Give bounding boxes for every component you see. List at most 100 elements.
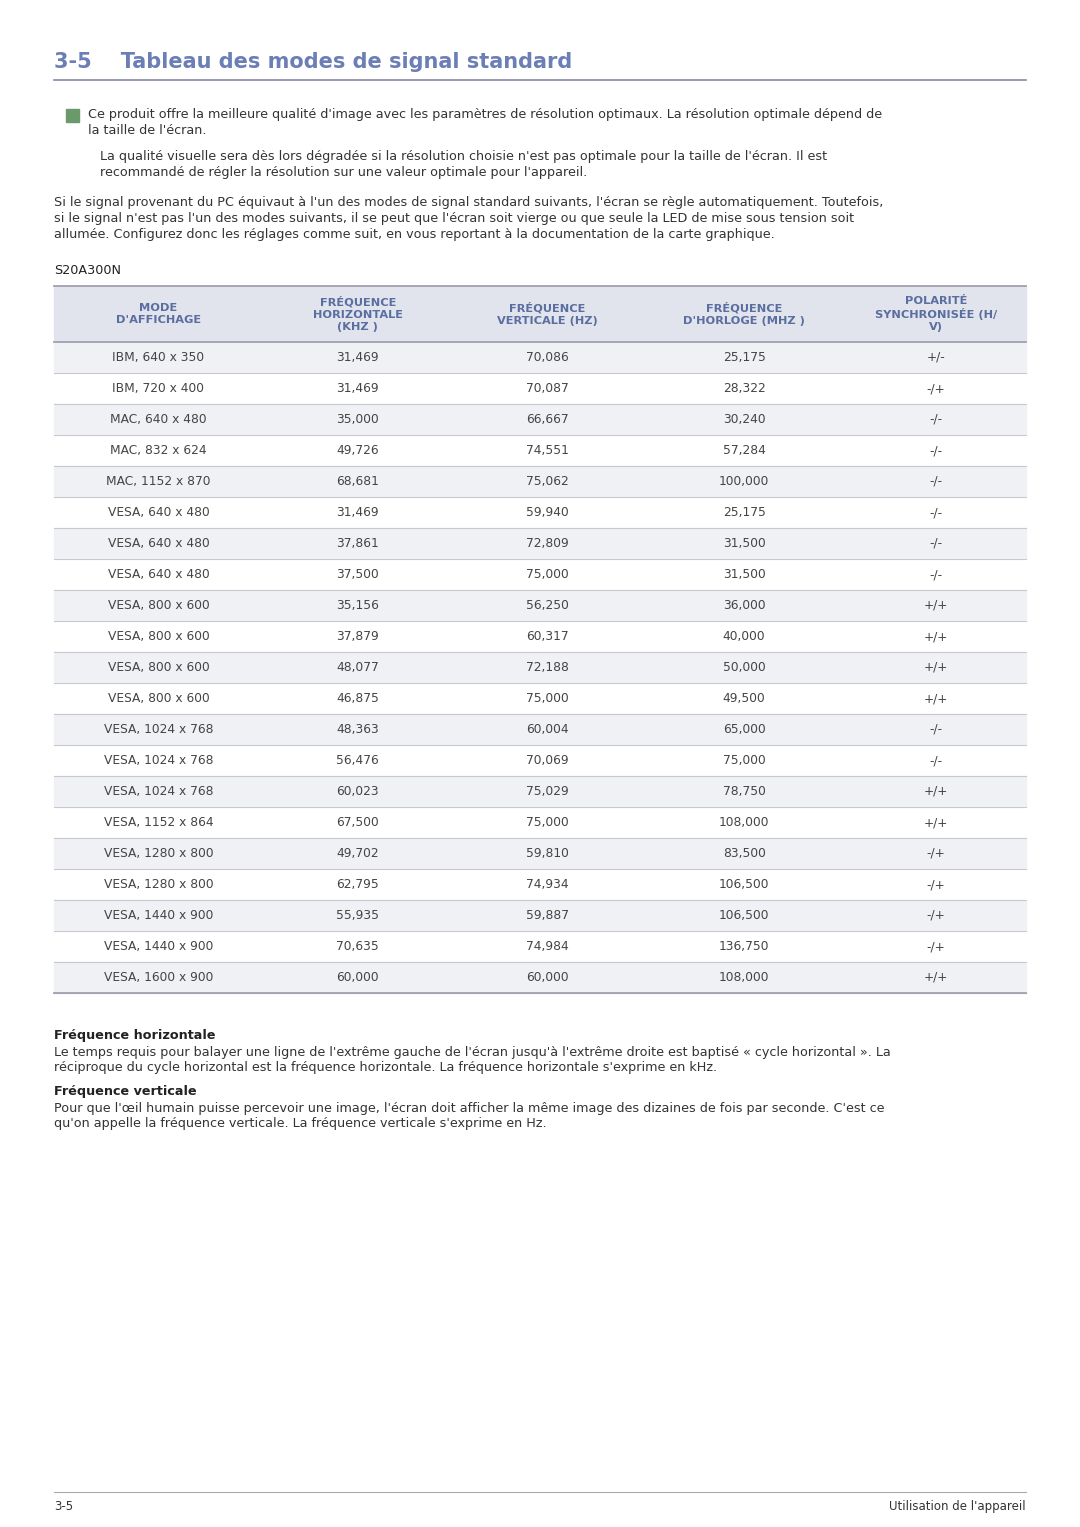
Text: 106,500: 106,500 [719, 909, 769, 922]
Text: +/+: +/+ [923, 971, 948, 983]
Text: 70,087: 70,087 [526, 382, 569, 395]
Text: 49,702: 49,702 [337, 847, 379, 860]
Text: 49,500: 49,500 [723, 692, 766, 705]
Text: 68,681: 68,681 [336, 475, 379, 489]
Text: 36,000: 36,000 [723, 599, 766, 612]
Text: la taille de l'écran.: la taille de l'écran. [87, 124, 206, 137]
Bar [54, 528, 1026, 559]
Text: -/+: -/+ [927, 847, 945, 860]
Text: -/+: -/+ [927, 878, 945, 890]
Text: 72,809: 72,809 [526, 538, 569, 550]
Text: 3-5: 3-5 [54, 1500, 73, 1513]
Bar [54, 621, 1026, 652]
Text: 56,250: 56,250 [526, 599, 569, 612]
Text: 66,667: 66,667 [526, 412, 568, 426]
Text: si le signal n'est pas l'un des modes suivants, il se peut que l'écran soit vier: si le signal n'est pas l'un des modes su… [54, 212, 854, 224]
Text: 46,875: 46,875 [336, 692, 379, 705]
Text: +/+: +/+ [923, 631, 948, 643]
Bar [54, 683, 1026, 715]
Text: 62,795: 62,795 [336, 878, 379, 890]
Text: 74,551: 74,551 [526, 444, 569, 457]
Text: VESA, 1440 x 900: VESA, 1440 x 900 [104, 909, 213, 922]
Text: IBM, 640 x 350: IBM, 640 x 350 [112, 351, 204, 363]
Text: MAC, 1152 x 870: MAC, 1152 x 870 [106, 475, 211, 489]
Text: 57,284: 57,284 [723, 444, 766, 457]
Text: +/+: +/+ [923, 661, 948, 673]
Bar [54, 838, 1026, 869]
Text: VESA, 1440 x 900: VESA, 1440 x 900 [104, 941, 213, 953]
Text: Utilisation de l'appareil: Utilisation de l'appareil [889, 1500, 1026, 1513]
Text: 65,000: 65,000 [723, 722, 766, 736]
Text: -/-: -/- [930, 475, 943, 489]
Text: -/-: -/- [930, 444, 943, 457]
Text: 48,077: 48,077 [336, 661, 379, 673]
Text: IBM, 720 x 400: IBM, 720 x 400 [112, 382, 204, 395]
Bar [54, 745, 1026, 776]
Bar [54, 559, 1026, 589]
Text: 56,476: 56,476 [336, 754, 379, 767]
Text: VESA, 800 x 600: VESA, 800 x 600 [108, 599, 210, 612]
Text: qu'on appelle la fréquence verticale. La fréquence verticale s'exprime en Hz.: qu'on appelle la fréquence verticale. La… [54, 1116, 546, 1130]
Text: réciproque du cycle horizontal est la fréquence horizontale. La fréquence horizo: réciproque du cycle horizontal est la fr… [54, 1061, 717, 1073]
Text: 49,726: 49,726 [337, 444, 379, 457]
Bar [54, 806, 1026, 838]
Text: 60,004: 60,004 [526, 722, 568, 736]
Text: Ce produit offre la meilleure qualité d'image avec les paramètres de résolution : Ce produit offre la meilleure qualité d'… [87, 108, 882, 121]
Text: VESA, 1280 x 800: VESA, 1280 x 800 [104, 878, 214, 890]
Text: 78,750: 78,750 [723, 785, 766, 799]
Text: 75,000: 75,000 [723, 754, 766, 767]
Text: 28,322: 28,322 [723, 382, 766, 395]
Text: 83,500: 83,500 [723, 847, 766, 860]
Text: MAC, 832 x 624: MAC, 832 x 624 [110, 444, 206, 457]
Bar [54, 496, 1026, 528]
Text: 74,984: 74,984 [526, 941, 569, 953]
Text: FRÉQUENCE
D'HORLOGE (MHZ ): FRÉQUENCE D'HORLOGE (MHZ ) [684, 302, 805, 325]
Bar [54, 373, 1026, 405]
Text: Si le signal provenant du PC équivaut à l'un des modes de signal standard suivan: Si le signal provenant du PC équivaut à … [54, 195, 883, 209]
Text: 70,086: 70,086 [526, 351, 569, 363]
Bar [54, 776, 1026, 806]
Text: 37,879: 37,879 [336, 631, 379, 643]
Text: VESA, 1024 x 768: VESA, 1024 x 768 [104, 785, 213, 799]
Text: VESA, 800 x 600: VESA, 800 x 600 [108, 631, 210, 643]
Text: 74,934: 74,934 [526, 878, 568, 890]
Text: 136,750: 136,750 [719, 941, 769, 953]
Text: 50,000: 50,000 [723, 661, 766, 673]
Text: 60,000: 60,000 [526, 971, 568, 983]
Text: 25,175: 25,175 [723, 505, 766, 519]
Text: -/+: -/+ [927, 909, 945, 922]
Text: 108,000: 108,000 [719, 815, 769, 829]
Text: 75,062: 75,062 [526, 475, 569, 489]
Text: 37,500: 37,500 [336, 568, 379, 580]
Text: -/+: -/+ [927, 382, 945, 395]
Text: recommandé de régler la résolution sur une valeur optimale pour l'appareil.: recommandé de régler la résolution sur u… [100, 166, 588, 179]
Text: 59,887: 59,887 [526, 909, 569, 922]
Text: 75,000: 75,000 [526, 568, 569, 580]
Text: S20A300N: S20A300N [54, 264, 121, 276]
Text: 31,469: 31,469 [337, 351, 379, 363]
Text: 72,188: 72,188 [526, 661, 569, 673]
Text: VESA, 640 x 480: VESA, 640 x 480 [108, 538, 210, 550]
Bar [54, 962, 1026, 993]
Text: +/+: +/+ [923, 599, 948, 612]
Text: 75,000: 75,000 [526, 815, 569, 829]
Text: 35,156: 35,156 [336, 599, 379, 612]
Text: -/-: -/- [930, 568, 943, 580]
Bar [54, 589, 1026, 621]
Text: VESA, 1152 x 864: VESA, 1152 x 864 [104, 815, 214, 829]
Text: 100,000: 100,000 [719, 475, 769, 489]
Text: Le temps requis pour balayer une ligne de l'extrême gauche de l'écran jusqu'à l': Le temps requis pour balayer une ligne d… [54, 1046, 891, 1060]
Text: 59,940: 59,940 [526, 505, 569, 519]
Text: 35,000: 35,000 [336, 412, 379, 426]
Text: 37,861: 37,861 [336, 538, 379, 550]
Text: La qualité visuelle sera dès lors dégradée si la résolution choisie n'est pas op: La qualité visuelle sera dès lors dégrad… [100, 150, 827, 163]
Text: 70,635: 70,635 [336, 941, 379, 953]
Text: 55,935: 55,935 [336, 909, 379, 922]
Text: 3-5    Tableau des modes de signal standard: 3-5 Tableau des modes de signal standard [54, 52, 572, 72]
Text: 31,469: 31,469 [337, 382, 379, 395]
Bar [54, 715, 1026, 745]
Text: +/+: +/+ [923, 692, 948, 705]
Text: -/+: -/+ [927, 941, 945, 953]
Text: 108,000: 108,000 [719, 971, 769, 983]
Text: -/-: -/- [930, 722, 943, 736]
